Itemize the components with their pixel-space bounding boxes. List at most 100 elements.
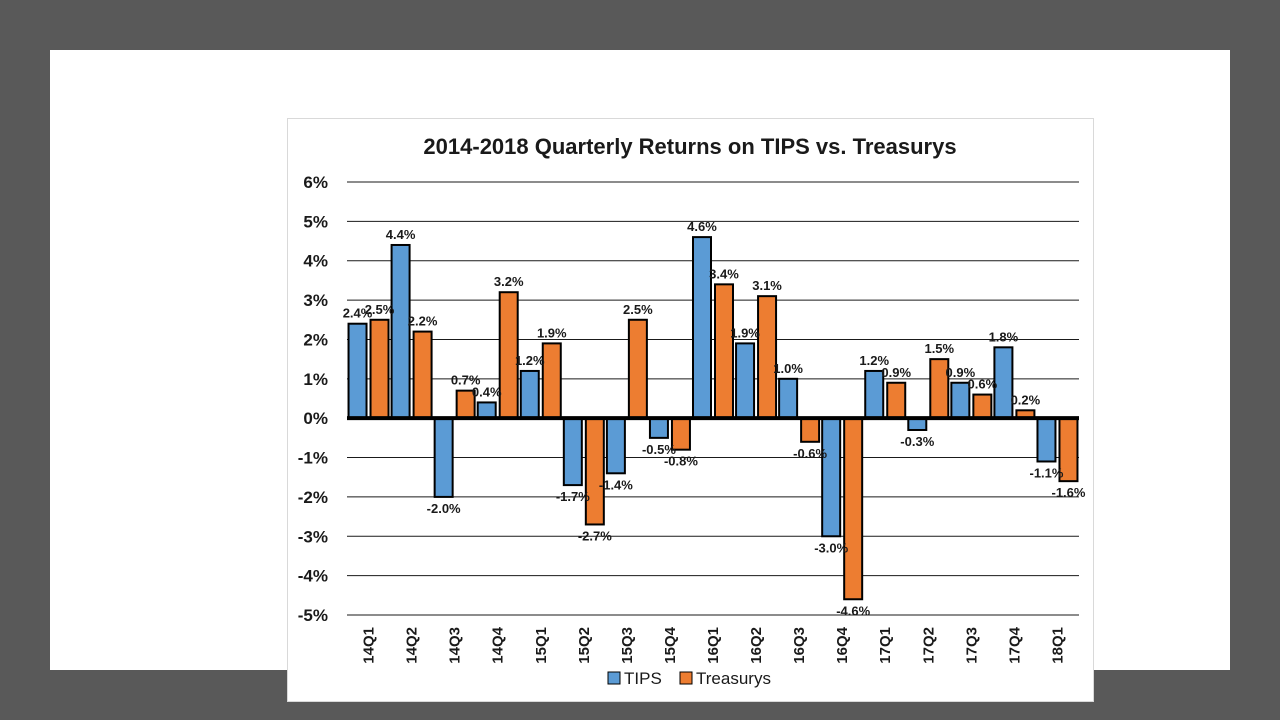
y-tick-label: -5%: [298, 606, 328, 625]
legend-swatch-treasurys: [679, 671, 693, 685]
data-label-treasurys-16q3: -0.6%: [793, 446, 827, 461]
bar-tips-15q3: [605, 417, 626, 475]
x-tick-label: 17Q4: [1006, 626, 1023, 663]
bar-tips-18q1: [1036, 417, 1057, 463]
data-label-tips-14q4: 0.4%: [472, 384, 502, 399]
data-label-treasurys-15q3: 2.5%: [623, 302, 653, 317]
data-label-tips-16q3: 1.0%: [773, 361, 803, 376]
x-tick-label: 14Q4: [490, 626, 507, 663]
bar-treasurys-16q3: [800, 417, 821, 443]
bar-treasurys-15q2: [584, 417, 605, 526]
data-label-treasurys-17q1: 0.9%: [881, 365, 911, 380]
y-tick-label: 6%: [303, 173, 328, 192]
data-label-treasurys-15q2: -2.7%: [578, 528, 612, 543]
y-tick-label: 1%: [303, 370, 328, 389]
data-label-treasurys-15q1: 1.9%: [537, 325, 567, 340]
y-tick-label: -2%: [298, 488, 328, 507]
bar-treasurys-14q2: [412, 330, 433, 420]
data-label-tips-15q1: 1.2%: [515, 353, 545, 368]
y-tick-label: 4%: [303, 252, 328, 271]
x-tick-label: 15Q3: [619, 627, 636, 664]
bar-tips-14q3: [433, 417, 454, 498]
legend-label-treasurys: Treasurys: [696, 669, 771, 688]
x-tick-label: 16Q1: [705, 627, 722, 664]
data-label-treasurys-14q1: 2.5%: [365, 302, 395, 317]
bar-tips-15q2: [562, 417, 583, 487]
bar-tips-14q1: [347, 322, 368, 420]
bar-tips-15q4: [648, 417, 669, 439]
x-tick-label: 15Q4: [662, 626, 679, 663]
bar-tips-14q2: [390, 243, 411, 420]
x-tick-label: 14Q3: [447, 627, 464, 664]
slide-background: 2014-2018 Quarterly Returns on TIPS vs. …: [50, 50, 1230, 702]
y-tick-label: -3%: [298, 527, 328, 546]
x-tick-label: 17Q1: [877, 627, 894, 664]
y-tick-label: -1%: [298, 449, 328, 468]
data-label-tips-16q1: 4.6%: [687, 219, 717, 234]
data-label-tips-17q3: 0.9%: [946, 365, 976, 380]
y-tick-label: 5%: [303, 212, 328, 231]
bar-treasurys-14q1: [369, 318, 390, 420]
data-label-tips-17q4: 1.8%: [989, 329, 1019, 344]
bar-tips-15q1: [519, 369, 540, 420]
x-tick-label: 14Q1: [361, 627, 378, 664]
y-axis: 6% 5% 4% 3% 2% 1% 0% -1% -2% -3% -4% -5%: [298, 173, 328, 625]
data-label-tips-17q2: -0.3%: [900, 434, 934, 449]
x-axis: 14Q1 14Q2 14Q3 14Q4 15Q1 15Q2 15Q3 15Q4 16Q1 16Q2…: [361, 626, 1067, 663]
chart-frame: 2014-2018 Quarterly Returns on TIPS vs. …: [287, 118, 1094, 702]
data-label-treasurys-16q1: 3.4%: [709, 266, 739, 281]
x-tick-label: 17Q2: [920, 627, 937, 664]
data-label-treasurys-18q1: -1.6%: [1051, 485, 1085, 500]
data-label-tips-18q1: -1.1%: [1029, 465, 1063, 480]
bar-treasurys-15q3: [627, 318, 648, 420]
x-tick-label: 18Q1: [1049, 627, 1066, 664]
data-label-treasurys-14q3: 0.7%: [451, 373, 481, 388]
data-label-tips-14q1: 2.4%: [343, 306, 373, 321]
y-tick-label: 0%: [303, 409, 328, 428]
x-tick-label: 17Q3: [963, 627, 980, 664]
data-label-treasurys-16q2: 3.1%: [752, 278, 782, 293]
bar-treasurys-16q4: [843, 417, 864, 601]
y-tick-label: -4%: [298, 567, 328, 586]
bar-tips-16q3: [778, 377, 799, 420]
bar-tips-16q2: [735, 342, 756, 420]
x-tick-label: 16Q2: [748, 627, 765, 664]
data-label-tips-17q1: 1.2%: [859, 353, 889, 368]
data-label-treasurys-17q3: 0.6%: [968, 377, 998, 392]
data-label-treasurys-14q4: 3.2%: [494, 274, 524, 289]
bar-tips-16q1: [692, 236, 712, 420]
data-label-tips-15q3: -1.4%: [599, 477, 633, 492]
y-tick-label: 2%: [303, 330, 328, 349]
data-label-tips-16q2: 1.9%: [730, 325, 760, 340]
data-label-treasurys-17q2: 1.5%: [924, 341, 954, 356]
data-label-tips-15q4: -0.5%: [642, 442, 676, 457]
x-tick-label: 14Q2: [404, 627, 421, 664]
chart-canvas: 2014-2018 Quarterly Returns on TIPS vs. …: [298, 134, 1086, 688]
data-label-treasurys-16q4: -4.6%: [836, 603, 870, 618]
bar-treasurys-16q1: [714, 283, 734, 420]
legend: TIPS Treasurys: [607, 669, 771, 688]
x-tick-label: 15Q1: [533, 627, 550, 664]
data-label-tips-15q2: -1.7%: [556, 489, 590, 504]
data-label-treasurys-14q2: 2.2%: [408, 314, 438, 329]
x-tick-label: 15Q2: [576, 627, 593, 664]
data-label-tips-14q3: -2.0%: [427, 501, 461, 516]
chart-title: 2014-2018 Quarterly Returns on TIPS vs. …: [423, 134, 956, 159]
y-tick-label: 3%: [303, 291, 328, 310]
bar-tips-16q4: [821, 417, 842, 538]
legend-label-tips: TIPS: [624, 669, 662, 688]
data-label-treasurys-15q4: -0.8%: [664, 454, 698, 469]
bar-treasurys-17q3: [972, 393, 993, 420]
data-label-tips-16q4: -3.0%: [814, 540, 848, 555]
legend-swatch-tips: [607, 671, 621, 685]
bar-tips-14q4: [476, 401, 497, 420]
bar-treasurys-17q1: [886, 381, 907, 420]
x-tick-label: 16Q3: [791, 627, 808, 664]
x-tick-label: 16Q4: [834, 626, 851, 663]
bar-treasurys-15q1: [541, 342, 562, 420]
gridlines: [347, 181, 1079, 616]
data-label-treasurys-17q4: 0.2%: [1011, 392, 1041, 407]
bar-treasurys-16q2: [757, 295, 778, 420]
data-labels: 2.4%2.5%4.4%2.2%-2.0%0.7%0.4%3.2%1.2%1.9…: [343, 219, 1086, 618]
data-label-tips-14q2: 4.4%: [386, 227, 416, 242]
